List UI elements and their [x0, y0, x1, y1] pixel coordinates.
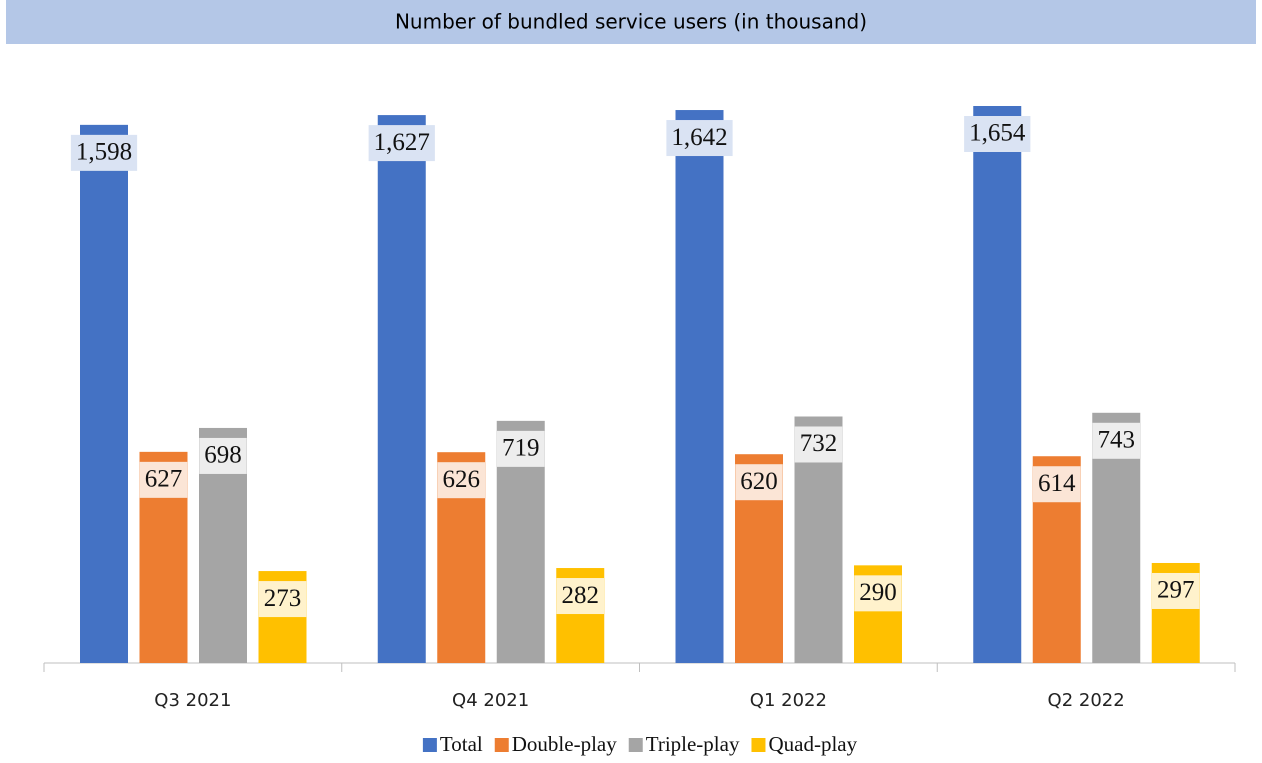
data-label: 698: [204, 442, 242, 469]
data-label-bg: [735, 464, 783, 501]
data-label: 1,654: [969, 120, 1026, 147]
data-label-bg: [368, 125, 435, 162]
data-label: 1,627: [374, 129, 430, 156]
data-label-bg: [794, 426, 843, 463]
title-banner: [6, 0, 1256, 44]
data-label: 626: [443, 466, 481, 493]
legend-label: Quad-play: [768, 732, 857, 756]
bar: [80, 124, 128, 664]
data-label: 290: [859, 579, 897, 606]
data-label: 620: [740, 468, 778, 495]
data-label-bg: [1152, 572, 1200, 609]
legend-label: Double-play: [512, 732, 617, 756]
data-label-bg: [854, 575, 902, 612]
chart-title: Number of bundled service users (in thou…: [395, 10, 867, 34]
data-label-bg: [70, 134, 138, 171]
data-label-bg: [666, 120, 733, 157]
legend-swatch: [751, 738, 766, 752]
data-label: 627: [145, 466, 183, 493]
data-label-bg: [437, 462, 485, 499]
data-label: 297: [1157, 577, 1195, 604]
data-label-bg: [1092, 422, 1140, 459]
x-tick-label: Q3 2021: [154, 690, 231, 711]
data-label: 743: [1098, 427, 1136, 454]
legend-label: Total: [440, 732, 483, 756]
x-tick-label: Q1 2022: [750, 690, 827, 711]
data-label: 719: [502, 435, 540, 462]
bar: [675, 110, 724, 663]
data-label: 614: [1038, 470, 1076, 497]
data-label-bg: [258, 581, 307, 618]
legend-swatch: [494, 738, 509, 752]
data-label-bg: [1033, 466, 1081, 503]
data-label: 273: [264, 585, 302, 612]
legend-swatch: [422, 738, 437, 752]
data-label-bg: [199, 437, 247, 474]
data-label: 1,598: [76, 139, 132, 166]
data-label-bg: [964, 116, 1031, 152]
data-label-bg: [497, 430, 545, 467]
legend-label: Triple-play: [646, 732, 740, 756]
bar: [377, 115, 426, 663]
x-tick-label: Q4 2021: [452, 690, 529, 711]
data-label-bg: [139, 461, 188, 498]
data-label: 732: [800, 430, 838, 457]
data-label: 1,642: [671, 124, 727, 151]
data-label: 282: [562, 582, 600, 609]
bar: [973, 106, 1022, 663]
legend-swatch: [628, 738, 643, 752]
x-tick-label: Q2 2022: [1048, 690, 1125, 711]
data-label-bg: [556, 578, 604, 615]
